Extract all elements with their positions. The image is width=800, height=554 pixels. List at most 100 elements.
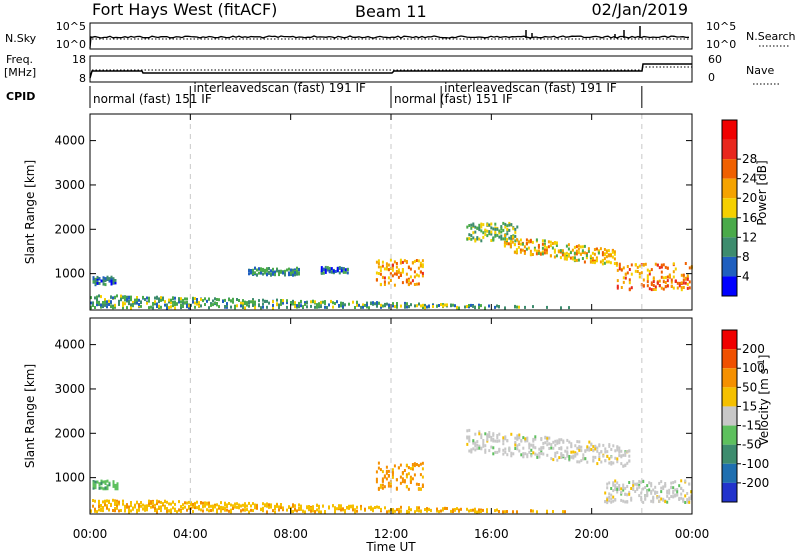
echo-cell xyxy=(417,282,420,286)
echo-cell xyxy=(280,299,282,302)
echo-cell xyxy=(312,505,314,509)
echo-cell xyxy=(658,481,661,485)
echo-cell xyxy=(566,452,569,455)
echo-cell xyxy=(354,306,356,309)
nsky-label: N.Sky xyxy=(5,32,37,45)
echo-cell xyxy=(210,504,212,508)
echo-cell xyxy=(518,449,521,453)
echo-cell xyxy=(172,506,174,510)
echo-cell xyxy=(387,474,390,478)
echo-cell xyxy=(551,246,554,250)
echo-cell xyxy=(430,509,432,513)
echo-cell xyxy=(392,302,394,306)
echo-cell xyxy=(150,305,152,309)
echo-cell xyxy=(606,498,609,502)
echo-cell xyxy=(660,486,663,490)
echo-cell xyxy=(381,479,384,483)
echo-cell xyxy=(376,505,378,509)
echo-cell xyxy=(180,297,182,301)
echo-cell xyxy=(352,300,354,304)
echo-cell xyxy=(486,435,489,439)
echo-cell xyxy=(334,510,336,514)
echo-cell xyxy=(104,503,106,507)
echo-cell xyxy=(544,441,547,445)
echo-cell xyxy=(180,509,182,513)
echo-cell xyxy=(200,304,202,308)
echo-cell xyxy=(525,242,528,246)
echo-cell xyxy=(421,263,424,267)
echo-cell xyxy=(379,468,382,472)
echo-cell xyxy=(340,505,342,509)
echo-cell xyxy=(490,232,493,236)
echo-cell xyxy=(312,509,314,513)
echo-cell xyxy=(106,486,109,490)
echo-cell xyxy=(138,304,140,308)
echo-cell xyxy=(224,298,226,302)
echo-cell xyxy=(126,505,128,509)
echo-cell xyxy=(106,499,108,503)
echo-cell xyxy=(630,487,633,490)
echo-cell xyxy=(502,221,505,225)
echo-cell xyxy=(578,448,581,452)
echo-cell xyxy=(660,480,663,484)
echo-cell xyxy=(324,302,326,306)
echo-cell xyxy=(524,437,527,441)
echo-cell xyxy=(512,452,515,456)
echo-cell xyxy=(624,276,627,280)
echo-cell xyxy=(418,302,420,306)
echo-cell xyxy=(642,263,645,266)
echo-cell xyxy=(542,441,545,445)
echo-cell xyxy=(515,238,518,242)
echo-cell xyxy=(542,445,545,449)
echo-cell xyxy=(386,510,388,514)
echo-cell xyxy=(660,263,663,267)
echo-cell xyxy=(612,481,615,485)
echo-cell xyxy=(372,302,374,306)
echo-cell xyxy=(538,455,541,459)
echo-cell xyxy=(138,303,140,306)
echo-cell xyxy=(228,502,230,505)
echo-cell xyxy=(294,507,296,511)
echo-cell xyxy=(108,299,110,303)
echo-cell xyxy=(604,447,607,451)
echo-cell xyxy=(585,252,588,256)
echo-cell xyxy=(674,488,677,492)
echo-cell xyxy=(450,304,452,308)
echo-cell xyxy=(320,269,323,273)
echo-cell xyxy=(168,300,170,304)
echo-cell xyxy=(154,503,156,507)
echo-cell xyxy=(601,251,604,255)
echo-cell xyxy=(379,272,382,276)
echo-cell xyxy=(656,263,659,267)
echo-cell xyxy=(638,264,641,268)
echo-cell xyxy=(578,460,581,464)
echo-cell xyxy=(148,296,150,300)
echo-cell xyxy=(494,450,497,454)
echo-cell xyxy=(531,253,534,256)
echo-cell xyxy=(320,266,323,270)
echo-cell xyxy=(264,299,266,303)
echo-cell xyxy=(650,489,653,493)
echo-cell xyxy=(280,301,282,304)
echo-cell xyxy=(504,447,507,451)
echo-cell xyxy=(690,494,693,498)
echo-cell xyxy=(138,508,140,512)
echo-cell xyxy=(658,495,661,499)
echo-cell xyxy=(146,506,148,510)
colorbar-swatch xyxy=(722,276,737,296)
echo-cell xyxy=(274,510,276,514)
echo-cell xyxy=(603,248,606,251)
echo-cell xyxy=(292,503,294,507)
echo-cell xyxy=(184,297,186,301)
echo-cell xyxy=(541,246,544,250)
echo-cell xyxy=(502,237,505,241)
echo-cell xyxy=(128,299,130,303)
echo-cell xyxy=(540,449,543,453)
echo-cell xyxy=(650,288,653,292)
echo-cell xyxy=(500,227,503,231)
echo-cell xyxy=(116,499,118,503)
echo-cell xyxy=(208,306,210,310)
echo-cell xyxy=(387,263,390,267)
nsky-traces xyxy=(89,26,690,49)
